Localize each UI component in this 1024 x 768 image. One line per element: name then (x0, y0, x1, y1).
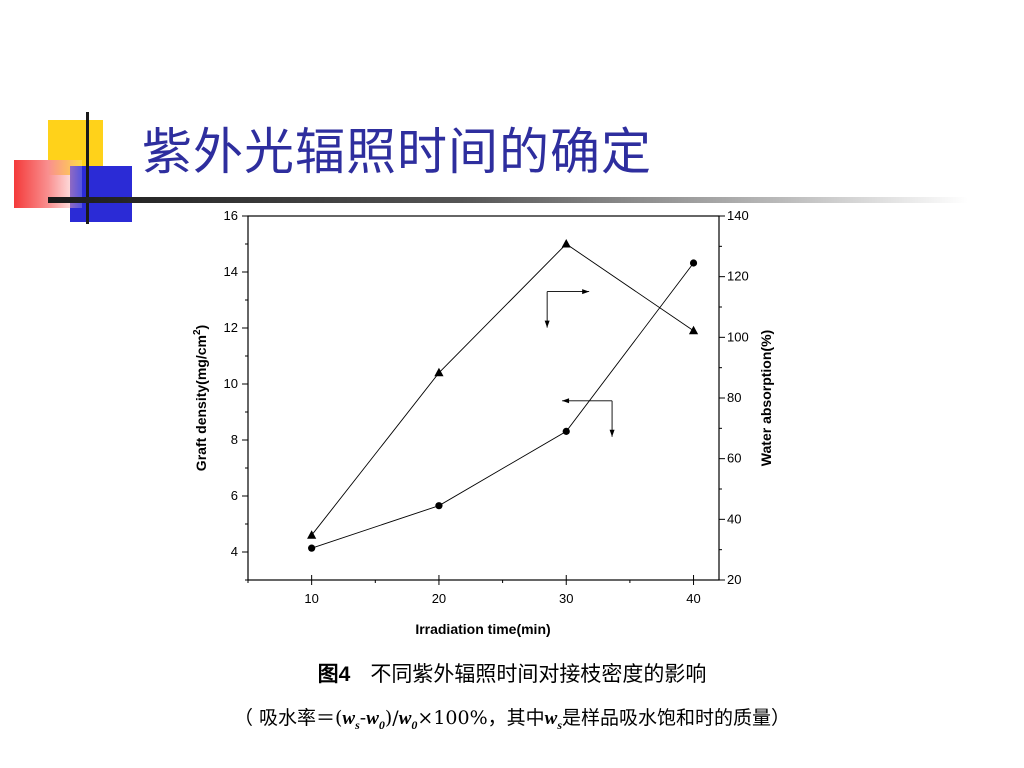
y2-tick-label: 40 (727, 511, 741, 526)
x-axis-ticks: 10 20 30 40 (247, 575, 701, 606)
formula-w-s: ws (342, 708, 360, 732)
triangle-point (561, 239, 571, 248)
plot-frame (247, 215, 720, 581)
y-tick-label: 8 (231, 432, 238, 447)
x-tick-label: 30 (559, 591, 573, 606)
y2-tick-label: 120 (727, 269, 749, 284)
annotation-arrow-head (609, 429, 615, 437)
triangle-point (434, 367, 444, 377)
series-line-triangle (311, 243, 694, 536)
y-tick-label: 14 (224, 264, 238, 279)
x-axis-label: Irradiation time(min) (415, 621, 550, 637)
y-tick-label: 12 (224, 320, 238, 335)
figure-caption: 图4 不同紫外辐照时间对接枝密度的影响 (0, 658, 1024, 688)
figure-label: 图4 (317, 663, 351, 686)
formula-w-s-def: ws (544, 708, 563, 732)
formula-w-0-denominator: w0 (398, 708, 418, 732)
slide-title: 紫外光辐照时间的确定 (142, 123, 652, 181)
annotation-arrow-head (562, 398, 570, 404)
left-axis-label-close: ) (193, 325, 209, 330)
y-tick-label: 16 (224, 208, 238, 223)
left-axis-label: Graft density(mg/cm2) (192, 325, 209, 471)
formula-prefix: （ 吸水率＝( (233, 707, 343, 729)
annotation-arrow-head (544, 320, 550, 328)
x-tick-label: 40 (686, 591, 700, 606)
formula-times: ×100%，其中 (417, 707, 545, 729)
y2-tick-label: 60 (727, 451, 741, 466)
triangle-point (307, 530, 317, 539)
series-layer (307, 239, 699, 552)
circle-point (308, 544, 316, 552)
x-tick-label: 10 (304, 591, 318, 606)
series-line-circle (311, 262, 694, 549)
title-underline (48, 197, 968, 203)
formula-suffix: 是样品吸水饱和时的质量） (562, 707, 791, 729)
annotation-arrows (544, 289, 615, 437)
formula-note: （ 吸水率＝(ws-w0)/w0×100%，其中ws是样品吸水饱和时的质量） (0, 703, 1024, 733)
x-tick-label: 20 (432, 591, 446, 606)
deco-vertical-line (86, 112, 89, 224)
y-tick-label: 6 (231, 488, 238, 503)
y-tick-label: 10 (224, 376, 238, 391)
formula-w-0: w0 (366, 708, 385, 732)
right-axis-label: Water absorption(%) (758, 330, 774, 466)
formula-mid: )/ (384, 707, 399, 729)
circle-point (689, 259, 698, 267)
annotation-arrow-head (582, 289, 590, 295)
triangle-point (688, 325, 699, 335)
y2-tick-label: 140 (727, 208, 749, 223)
figure-caption-text: 不同紫外辐照时间对接枝密度的影响 (370, 662, 707, 686)
y2-tick-label: 100 (727, 329, 749, 344)
circle-point (562, 427, 570, 435)
y-tick-label: 4 (231, 544, 238, 559)
circle-point (435, 502, 443, 510)
dual-axis-line-chart: 10 20 30 40 4 6 8 10 12 14 16 20 40 60 80 100 120 140 I… (192, 208, 774, 637)
y2-tick-label: 20 (727, 572, 741, 587)
formula-dash: - (359, 707, 367, 729)
right-axis-ticks: 20 40 60 80 100 120 140 (719, 208, 749, 587)
left-axis-ticks: 4 6 8 10 12 14 16 (224, 208, 248, 581)
y2-tick-label: 80 (727, 390, 741, 405)
left-axis-label-superscript: 2 (192, 329, 203, 335)
